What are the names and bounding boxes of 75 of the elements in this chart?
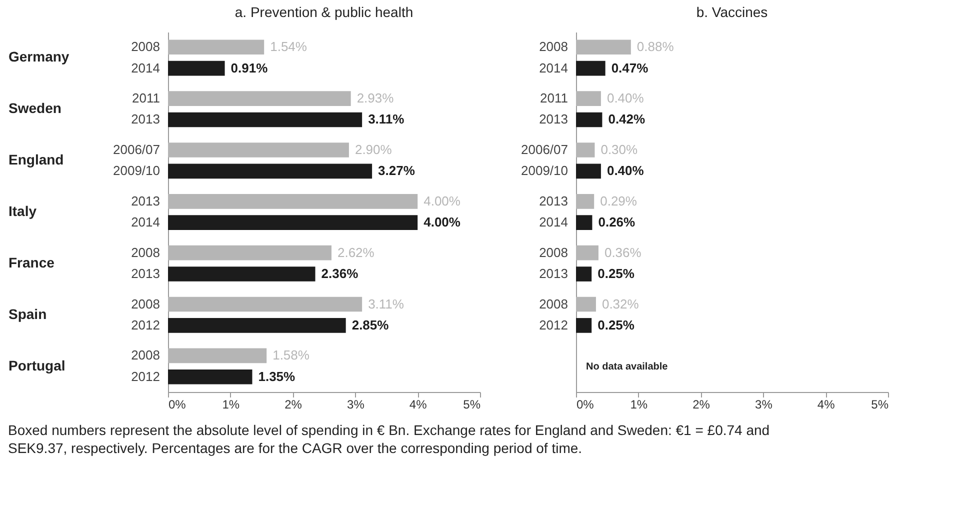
text: 2013 xyxy=(131,193,160,208)
text: 2008 xyxy=(539,39,568,54)
text: 2006/07 xyxy=(521,142,568,157)
data-label: 0.25% xyxy=(598,266,635,282)
data-label: 4.00% xyxy=(424,193,461,208)
x-tick-label: 4% xyxy=(409,398,428,412)
data-label: 4.00% xyxy=(424,214,461,230)
text: 2013 xyxy=(131,266,160,282)
text: 2008 xyxy=(539,244,568,260)
data-label: 0.36% xyxy=(604,244,642,260)
data-label: 3.11% xyxy=(368,112,405,127)
data-label: 2.90% xyxy=(354,142,392,157)
text: 2013 xyxy=(539,266,568,282)
text: 2008 xyxy=(131,39,160,54)
data-label: 1.35% xyxy=(258,368,296,384)
x-tick-label: 0% xyxy=(576,398,594,412)
x-tick-label: 2% xyxy=(692,398,710,412)
data-label: 0.88% xyxy=(636,39,674,54)
x-tick-label: 4% xyxy=(817,398,836,412)
data-label: 3.11% xyxy=(368,296,404,312)
y-tick-label: Italy xyxy=(8,203,37,219)
text: 2014 xyxy=(539,214,568,230)
text: 2013 xyxy=(131,112,160,127)
data-label: 0.40% xyxy=(606,90,644,106)
data-label: 0.40% xyxy=(606,163,644,178)
text: 2013 xyxy=(539,112,568,127)
data-label: 0.26% xyxy=(598,214,636,230)
y-tick-label: Sweden xyxy=(8,100,62,116)
text: 2009/10 xyxy=(113,163,160,178)
text: 2008 xyxy=(131,244,160,260)
chart-title: b. Vaccines xyxy=(696,4,768,20)
text: 2012 xyxy=(539,317,568,332)
x-tick-label: 3% xyxy=(755,398,773,412)
data-label: 2.85% xyxy=(352,317,390,332)
data-label: 0.25% xyxy=(598,317,635,332)
y-tick-label: France xyxy=(8,254,55,270)
text: 2012 xyxy=(131,317,160,332)
text: 2014 xyxy=(131,214,160,230)
data-label: 0.47% xyxy=(611,60,649,76)
x-tick-label: 3% xyxy=(347,398,365,412)
text: 2013 xyxy=(539,193,568,208)
annotation: No data available xyxy=(586,361,668,372)
x-tick-label: 0% xyxy=(168,398,186,412)
text: 2009/10 xyxy=(521,163,568,178)
y-tick-label: Spain xyxy=(8,306,47,322)
x-tick-label: 5% xyxy=(463,398,481,412)
data-label: 2.93% xyxy=(356,90,394,106)
text: 2008 xyxy=(539,296,568,312)
data-label: 1.54% xyxy=(270,39,308,54)
y-tick-label: Portugal xyxy=(8,357,66,374)
x-tick-label: 1% xyxy=(630,398,648,412)
x-tick-label: 2% xyxy=(284,398,302,412)
data-label: 2.62% xyxy=(337,244,375,260)
data-label: 0.30% xyxy=(600,142,638,157)
text: 2011 xyxy=(540,90,568,106)
data-label: 0.91% xyxy=(230,60,268,76)
data-label: 0.32% xyxy=(602,296,640,312)
text: 2008 xyxy=(131,296,160,312)
y-tick-label: Germany xyxy=(8,48,70,65)
data-label: 3.27% xyxy=(378,163,416,178)
text: 2014 xyxy=(131,60,160,76)
data-label: 2.36% xyxy=(321,266,359,282)
x-tick-label: 1% xyxy=(222,398,240,412)
text: Boxed numbers represent the absolute level of spending in € Bn. Exchange rates for England and Sweden: €1 = £0.74 and SEK9.37, respectively. Percentages are for the CAGR over the corresponding period of time. xyxy=(8,422,770,456)
x-tick-label: 5% xyxy=(871,398,889,412)
data-label: 0.42% xyxy=(608,112,646,127)
text: 2014 xyxy=(539,60,568,76)
chart-title: a. Prevention & public health xyxy=(234,4,414,20)
text: 2006/07 xyxy=(113,142,160,157)
text: 2011 xyxy=(132,90,160,106)
data-label: 0.29% xyxy=(600,193,638,208)
data-label: 1.58% xyxy=(272,348,310,363)
text: 2012 xyxy=(131,368,160,384)
y-tick-label: England xyxy=(8,152,64,168)
text: 2008 xyxy=(131,348,160,363)
